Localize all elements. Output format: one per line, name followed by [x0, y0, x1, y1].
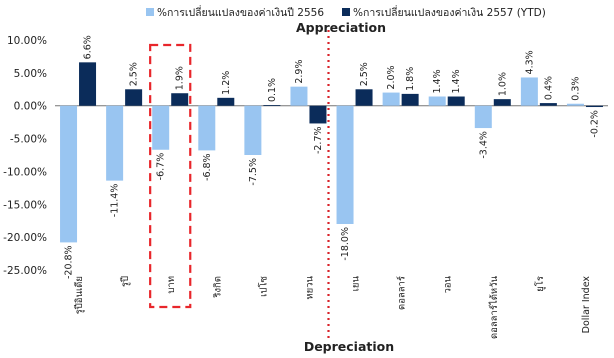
- y-tick-label: -10.00%: [3, 166, 47, 178]
- bar-2556-7: [382, 92, 400, 106]
- data-label: 6.6%: [83, 35, 94, 59]
- y-tick-label: 10.00%: [7, 35, 47, 47]
- bar-2556-10: [520, 77, 538, 106]
- category-label: ดอลลาร์ไต้หวัน: [488, 276, 500, 339]
- bar-2557-4: [263, 105, 281, 106]
- bar-2557-9: [493, 99, 511, 106]
- category-label: เปโซ: [257, 275, 269, 296]
- category-label: ยูโร: [534, 276, 546, 292]
- legend: %การเปลี่ยนแปลงของค่าเงินปี 2556 %การเปล…: [146, 5, 546, 19]
- bar-2557-2: [171, 93, 189, 106]
- data-label: -2.7%: [313, 126, 324, 154]
- appreciation-label: Appreciation: [296, 20, 386, 35]
- y-axis: 10.00% 5.00% 0.00% -5.00% -10.00% -15.00% -20.…: [3, 35, 47, 277]
- category-label: รูปี: [119, 276, 131, 287]
- category-label: ริงกิต: [212, 276, 223, 299]
- y-tick-label: -25.00%: [3, 265, 47, 277]
- bar-2557-6: [355, 89, 373, 106]
- bar-2556-5: [290, 86, 308, 106]
- bar-2557-7: [401, 93, 419, 106]
- category-label: หยวน: [304, 276, 315, 300]
- data-label: 1.0%: [497, 72, 508, 96]
- bar-2556-11: [566, 103, 584, 106]
- data-label: -18.0%: [340, 227, 351, 261]
- bars: [55, 62, 608, 243]
- data-label: -6.7%: [156, 153, 167, 181]
- category-label: ดอลลาร์: [396, 276, 408, 310]
- y-tick-label: -15.00%: [3, 199, 47, 211]
- y-tick-label: -5.00%: [10, 134, 47, 146]
- depreciation-label: Depreciation: [304, 339, 394, 354]
- bar-2556-2: [152, 105, 170, 150]
- data-label: 0.3%: [570, 77, 581, 101]
- bar-2557-3: [217, 97, 235, 106]
- highlight-box: [149, 43, 192, 309]
- bar-2557-11: [585, 105, 603, 108]
- y-tick-label: 5.00%: [14, 68, 47, 80]
- bar-2557-5: [309, 105, 327, 124]
- data-label: 1.2%: [221, 71, 232, 95]
- data-label: 0.4%: [543, 76, 554, 100]
- bar-2556-4: [244, 105, 262, 155]
- category-label: รูปีอินเดีย: [73, 276, 85, 314]
- category-label: เยน: [351, 275, 362, 291]
- data-label: 2.5%: [129, 62, 140, 86]
- data-label: -3.4%: [478, 131, 489, 159]
- bar-2557-0: [79, 62, 97, 106]
- data-label: 1.4%: [432, 69, 443, 93]
- data-label: -0.2%: [589, 110, 600, 138]
- y-tick-label: -20.00%: [3, 232, 47, 244]
- category-label: วอน: [443, 276, 454, 294]
- data-label: 2.0%: [386, 65, 397, 89]
- category-label: บาท: [166, 276, 177, 294]
- bar-2556-3: [198, 105, 216, 151]
- data-label: 2.5%: [359, 62, 370, 86]
- data-label: 1.8%: [405, 67, 416, 91]
- data-labels: -20.8% 6.6% -11.4% 2.5% -6.7% 1.9% -6.8% 1.2% -7…: [64, 35, 601, 279]
- data-label: 1.4%: [451, 69, 462, 93]
- bar-2557-8: [447, 96, 465, 106]
- data-label: 0.1%: [267, 78, 278, 102]
- bar-2556-8: [428, 96, 446, 106]
- bar-2556-9: [474, 105, 492, 129]
- bar-2556-1: [106, 105, 124, 181]
- category-label: Dollar Index: [581, 276, 592, 334]
- legend-label-2556: %การเปลี่ยนแปลงของค่าเงินปี 2556: [157, 5, 324, 19]
- bar-2556-0: [60, 105, 78, 243]
- legend-label-2557: %การเปลี่ยนแปลงของค่าเงิน 2557 (YTD): [353, 5, 546, 19]
- bar-2557-10: [539, 103, 557, 106]
- data-label: -7.5%: [248, 158, 259, 186]
- data-label: 1.9%: [175, 66, 186, 90]
- data-label: 4.3%: [524, 50, 535, 74]
- data-label: -6.8%: [202, 153, 213, 181]
- legend-swatch-2556: [146, 8, 154, 16]
- data-label: -20.8%: [64, 245, 75, 279]
- data-label: 2.9%: [294, 60, 305, 84]
- bar-2556-6: [336, 105, 354, 224]
- legend-swatch-2557: [342, 8, 350, 16]
- category-labels: รูปีอินเดีย รูปี บาท ริงกิต เปโซ หยวน เยน ดอลลา…: [73, 275, 592, 339]
- bar-2557-1: [125, 89, 143, 106]
- data-label: -11.4%: [110, 184, 121, 218]
- y-tick-label: 0.00%: [14, 101, 47, 113]
- overlays: [149, 30, 330, 340]
